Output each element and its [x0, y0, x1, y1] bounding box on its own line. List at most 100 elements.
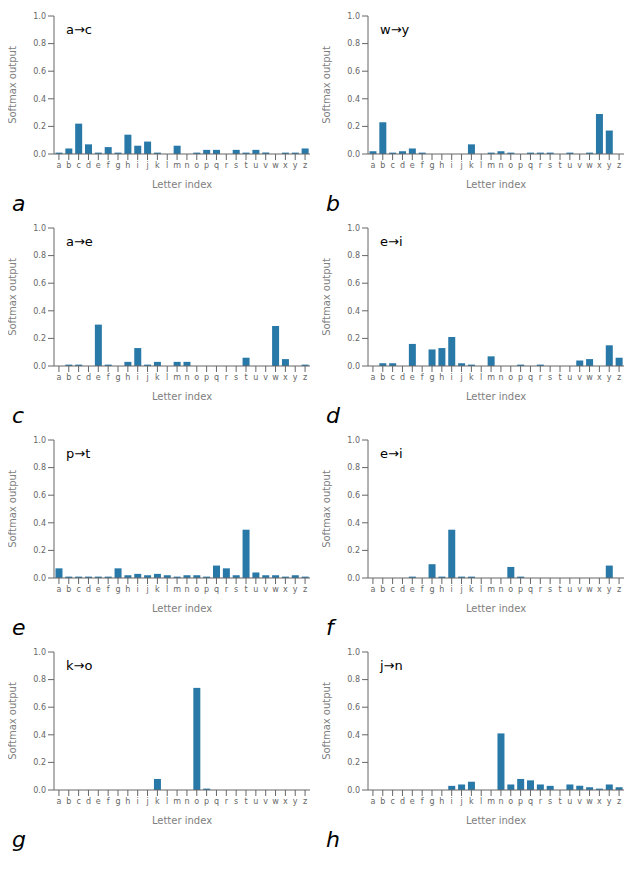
svg-text:i: i [137, 373, 139, 382]
svg-text:e: e [96, 585, 101, 594]
svg-text:j: j [459, 161, 462, 170]
svg-text:w: w [586, 161, 593, 170]
svg-text:0.0: 0.0 [33, 574, 46, 583]
svg-text:f: f [421, 161, 424, 170]
svg-text:q: q [214, 161, 219, 170]
svg-text:c: c [76, 797, 80, 806]
svg-text:o: o [508, 373, 513, 382]
svg-text:0.6: 0.6 [33, 279, 46, 288]
svg-text:d: d [86, 161, 91, 170]
svg-text:k: k [469, 585, 474, 594]
svg-text:0.8: 0.8 [347, 251, 360, 260]
svg-text:d: d [86, 373, 91, 382]
svg-text:g: g [429, 797, 434, 806]
svg-text:j: j [145, 161, 148, 170]
svg-text:c: c [390, 161, 394, 170]
svg-text:l: l [166, 373, 168, 382]
svg-text:z: z [303, 585, 307, 594]
svg-text:Letter index: Letter index [152, 179, 212, 190]
svg-text:j: j [459, 373, 462, 382]
svg-text:a: a [56, 797, 61, 806]
svg-text:e: e [410, 585, 415, 594]
svg-text:0.4: 0.4 [33, 95, 46, 104]
svg-text:z: z [303, 373, 307, 382]
svg-text:p: p [204, 797, 209, 806]
svg-text:Softmax output: Softmax output [8, 470, 18, 548]
svg-text:p: p [518, 373, 523, 382]
svg-text:g: g [115, 373, 120, 382]
svg-text:0.2: 0.2 [347, 334, 360, 343]
svg-text:f: f [107, 161, 110, 170]
svg-text:0.0: 0.0 [33, 786, 46, 795]
svg-text:s: s [548, 161, 552, 170]
svg-text:u: u [567, 585, 572, 594]
svg-text:z: z [617, 373, 621, 382]
svg-text:0.2: 0.2 [33, 334, 46, 343]
svg-text:q: q [528, 585, 533, 594]
svg-text:Letter index: Letter index [466, 391, 526, 402]
svg-text:n: n [498, 585, 503, 594]
svg-text:q: q [214, 585, 219, 594]
svg-text:h: h [125, 797, 130, 806]
svg-text:l: l [166, 161, 168, 170]
svg-text:0.8: 0.8 [347, 39, 360, 48]
svg-text:y: y [607, 797, 612, 806]
svg-text:w: w [272, 797, 279, 806]
svg-text:1.0: 1.0 [33, 12, 46, 21]
svg-text:y: y [607, 161, 612, 170]
svg-text:0.4: 0.4 [347, 519, 360, 528]
svg-text:n: n [184, 373, 189, 382]
svg-text:Softmax output: Softmax output [322, 682, 332, 760]
svg-text:f: f [421, 373, 424, 382]
svg-text:h: h [439, 585, 444, 594]
svg-text:y: y [607, 585, 612, 594]
svg-text:g: g [429, 585, 434, 594]
svg-text:0.4: 0.4 [347, 95, 360, 104]
svg-text:Letter index: Letter index [152, 815, 212, 826]
svg-text:0.8: 0.8 [347, 675, 360, 684]
svg-text:x: x [283, 161, 288, 170]
svg-text:0.0: 0.0 [347, 150, 360, 159]
svg-text:l: l [480, 585, 482, 594]
svg-text:g: g [115, 161, 120, 170]
svg-text:n: n [184, 797, 189, 806]
svg-text:d: d [86, 585, 91, 594]
svg-text:b: b [66, 797, 71, 806]
svg-text:k: k [155, 373, 160, 382]
svg-text:s: s [548, 797, 552, 806]
svg-text:j: j [145, 585, 148, 594]
svg-text:k: k [469, 373, 474, 382]
svg-text:c: c [390, 585, 394, 594]
svg-text:n: n [498, 161, 503, 170]
svg-text:x: x [597, 373, 602, 382]
svg-text:Softmax output: Softmax output [8, 258, 18, 336]
svg-text:1.0: 1.0 [33, 436, 46, 445]
svg-text:a: a [370, 585, 375, 594]
svg-text:Letter index: Letter index [152, 391, 212, 402]
svg-text:h: h [125, 585, 130, 594]
svg-text:l: l [166, 797, 168, 806]
svg-text:m: m [487, 797, 495, 806]
svg-text:b: b [380, 585, 385, 594]
svg-text:l: l [480, 161, 482, 170]
svg-text:v: v [577, 161, 582, 170]
svg-text:a: a [56, 161, 61, 170]
svg-text:e: e [96, 373, 101, 382]
svg-text:a: a [56, 373, 61, 382]
svg-text:c: c [76, 161, 80, 170]
svg-text:b: b [380, 797, 385, 806]
svg-text:g: g [429, 373, 434, 382]
svg-text:c: c [76, 585, 80, 594]
svg-text:p: p [518, 161, 523, 170]
svg-text:d: d [400, 585, 405, 594]
svg-text:o: o [508, 161, 513, 170]
svg-text:0.6: 0.6 [347, 703, 360, 712]
svg-text:t: t [244, 373, 247, 382]
svg-text:a: a [56, 585, 61, 594]
svg-text:p: p [518, 585, 523, 594]
svg-text:g: g [115, 585, 120, 594]
svg-text:z: z [303, 797, 307, 806]
svg-text:Softmax output: Softmax output [322, 46, 332, 124]
svg-text:p: p [204, 161, 209, 170]
svg-text:0.8: 0.8 [347, 463, 360, 472]
